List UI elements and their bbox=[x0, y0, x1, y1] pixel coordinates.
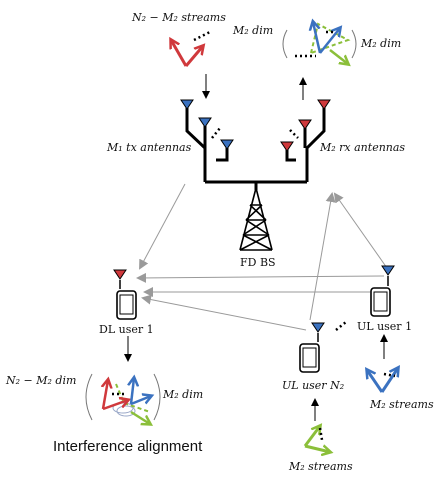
label-interference-alignment: Interference alignment bbox=[53, 438, 203, 455]
label-m1-tx-antennas: M₁ tx antennas bbox=[106, 141, 192, 154]
label-m2-streams-bottom: M₂ streams bbox=[288, 460, 353, 473]
dl-user-1-device bbox=[113, 269, 137, 320]
label-n2-minus-m2-dim: N₂ − M₂ dim bbox=[5, 374, 76, 387]
ul-user-1-device bbox=[370, 265, 395, 317]
ul-users-dots bbox=[335, 321, 347, 331]
label-m2-dim-top-left: M₂ dim bbox=[232, 24, 273, 37]
antenna-heads bbox=[180, 99, 331, 152]
label-m2-dim-bottom: M₂ dim bbox=[162, 388, 203, 401]
label-ul-user-n2: UL user N₂ bbox=[282, 379, 344, 392]
ul-user-n2-device bbox=[299, 322, 325, 373]
interference-links bbox=[136, 183, 388, 331]
ul1-m2-stream-vectors bbox=[367, 368, 398, 393]
label-ul-user-1: UL user 1 bbox=[357, 320, 412, 333]
label-m2-streams-right: M₂ streams bbox=[369, 398, 434, 411]
fd-bs-tower bbox=[239, 187, 273, 251]
label-n2-minus-m2-streams: N₂ − M₂ streams bbox=[131, 11, 226, 24]
label-dl-user-1: DL user 1 bbox=[99, 323, 154, 336]
bs-antenna-array bbox=[185, 105, 326, 190]
label-fd-bs: FD BS bbox=[240, 256, 276, 269]
label-m2-rx-antennas: M₂ rx antennas bbox=[319, 141, 405, 154]
ulN2-m2-stream-vectors bbox=[303, 426, 330, 452]
tx-dots bbox=[211, 127, 221, 139]
label-m2-dim-top-right: M₂ dim bbox=[360, 37, 401, 50]
aligned-subspace bbox=[85, 373, 161, 424]
rx-dots bbox=[289, 129, 299, 139]
n2-minus-m2-stream-vectors bbox=[171, 30, 211, 67]
top-right-m2-subspace bbox=[282, 22, 357, 64]
